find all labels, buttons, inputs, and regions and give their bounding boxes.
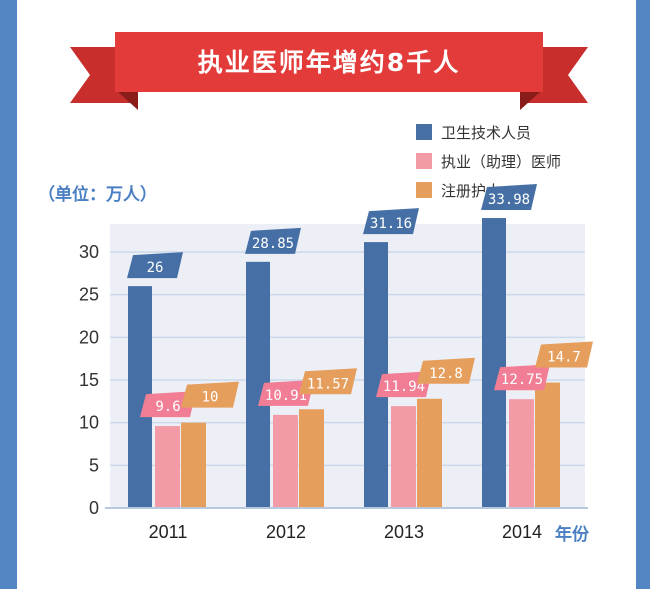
data-label-tag: [299, 368, 357, 395]
data-label: 12.8: [429, 366, 463, 382]
right-frame-stripe: [636, 0, 650, 589]
bar-physician: [155, 426, 180, 508]
banner-title: 执业医师年增约8千人: [198, 48, 460, 77]
bar-physician: [509, 399, 534, 508]
data-label: 33.98: [488, 192, 530, 208]
data-label-tag: [245, 227, 301, 254]
y-axis-ticks: 0 5 10 15 20 25 30: [79, 242, 99, 518]
data-label-tag: [481, 184, 537, 211]
data-label-tag: [140, 391, 196, 418]
legend-label-physicians: 执业（助理）医师: [441, 153, 561, 171]
y-tick-label: 15: [79, 370, 99, 390]
bar-physician: [273, 414, 298, 508]
x-category-label: 2014: [502, 522, 542, 542]
x-category-label: 2011: [149, 522, 188, 542]
bar-nurse: [417, 398, 442, 508]
y-tick-label: 0: [89, 498, 99, 518]
data-label: 12.75: [501, 372, 543, 388]
legend-label-health-technicians: 卫生技术人员: [441, 124, 531, 142]
data-label: 11.94: [383, 379, 425, 395]
x-axis-categories: 2011 2012 2013 2014: [149, 522, 542, 542]
bar-nurse: [181, 422, 206, 508]
data-label: 9.6: [155, 399, 180, 415]
bars: [128, 218, 560, 509]
banner-right-fold: [520, 92, 540, 110]
data-label: 28.85: [252, 236, 294, 252]
data-label: 31.16: [370, 216, 412, 232]
legend-swatch-health-technicians: [416, 124, 432, 140]
x-category-label: 2013: [384, 522, 424, 542]
data-label-tag: [363, 208, 419, 235]
legend-swatch-nurses: [416, 182, 432, 198]
y-tick-label: 5: [89, 455, 99, 475]
title-banner: 执业医师年增约8千人: [70, 32, 588, 110]
data-label-tag: [417, 357, 475, 384]
data-label: 26: [147, 260, 164, 276]
data-label-tag: [127, 252, 183, 279]
y-tick-label: 20: [79, 327, 99, 347]
data-label: 14.7: [547, 350, 581, 366]
data-label-tag: [494, 364, 550, 391]
unit-label: （单位：万人）: [38, 184, 157, 205]
data-label: 10: [202, 390, 219, 406]
y-tick-label: 10: [79, 413, 99, 433]
left-frame-stripe: [0, 0, 17, 589]
bar-nurse: [535, 382, 560, 508]
bar-tech: [482, 218, 506, 508]
banner-body: [115, 32, 543, 92]
y-tick-label: 30: [79, 242, 99, 262]
x-category-label: 2012: [266, 522, 306, 542]
x-axis-unit-label: 年份: [555, 524, 590, 545]
bar-nurse: [299, 409, 324, 508]
data-label-tag: [258, 379, 314, 406]
data-label: 11.57: [307, 376, 349, 392]
bar-physician: [391, 406, 416, 508]
y-tick-label: 25: [79, 285, 99, 305]
banner-left-fold: [118, 92, 138, 110]
data-label-tag: [376, 371, 432, 398]
data-label: 10.91: [265, 388, 307, 404]
data-label-tag: [535, 341, 593, 368]
legend: 卫生技术人员 执业（助理）医师 注册护士: [416, 124, 561, 200]
legend-swatch-physicians: [416, 153, 432, 169]
data-label-tag: [181, 381, 239, 408]
